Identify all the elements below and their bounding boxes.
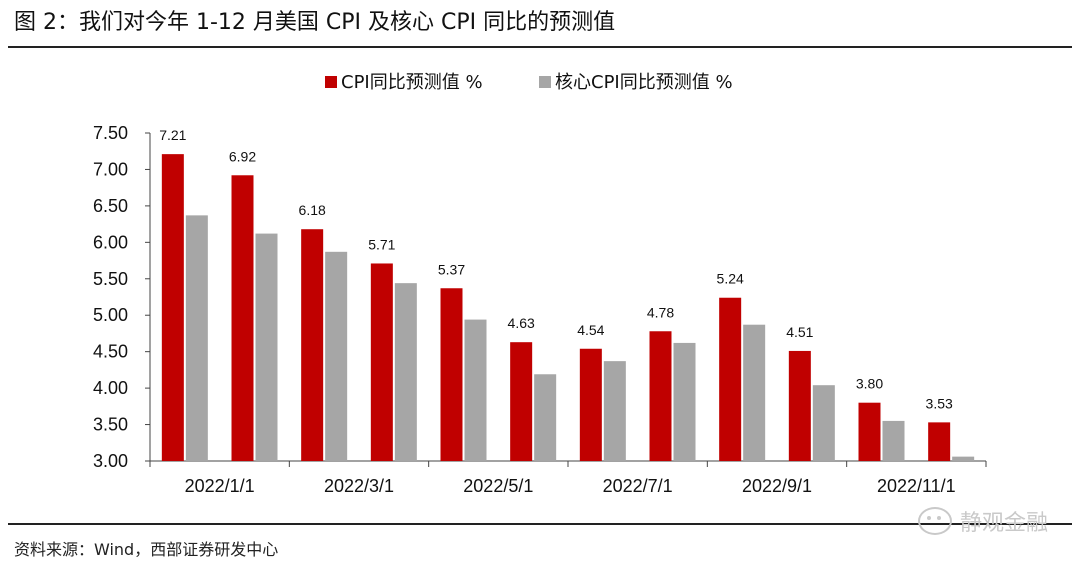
bar-cpi: [231, 175, 254, 461]
bar-core-cpi: [185, 215, 208, 461]
bar-cpi: [510, 342, 533, 461]
bar-core-cpi: [882, 420, 905, 461]
x-tick-label: 2022/3/1: [324, 476, 394, 496]
bar-cpi: [928, 422, 951, 461]
bar-cpi: [858, 402, 881, 461]
bar-cpi: [370, 263, 393, 461]
legend-label-cpi: CPI同比预测值 %: [341, 72, 483, 93]
data-label-cpi: 3.80: [856, 376, 883, 392]
y-tick-label: 4.00: [93, 378, 128, 398]
data-label-cpi: 3.53: [926, 395, 953, 411]
y-tick-label: 5.50: [93, 269, 128, 289]
bar-core-cpi: [673, 342, 696, 461]
x-tick-label: 2022/5/1: [463, 476, 533, 496]
bar-core-cpi: [603, 361, 626, 461]
data-label-cpi: 4.54: [577, 322, 604, 338]
bar-core-cpi: [394, 283, 417, 461]
bar-chart: CPI同比预测值 % 核心CPI同比预测值 % 7.50 7.00 6.50 6.00 5.…: [93, 72, 987, 496]
bar-core-cpi: [255, 233, 278, 461]
y-tick-label: 7.00: [93, 159, 128, 179]
bar-cpi: [161, 154, 184, 462]
bar-cpi: [788, 350, 811, 461]
y-tick-label: 6.00: [93, 232, 128, 252]
x-tick-label: 2022/11/1: [877, 476, 956, 496]
y-tick-label: 3.00: [93, 451, 128, 471]
y-tick-label: 6.50: [93, 196, 128, 216]
bar-cpi: [301, 229, 324, 461]
top-rule: [8, 46, 1072, 48]
bar-cpi: [719, 297, 742, 461]
y-tick-label: 5.00: [93, 305, 128, 325]
data-label-cpi: 4.78: [647, 304, 674, 320]
legend-label-core-cpi: 核心CPI同比预测值 %: [555, 72, 733, 93]
x-tick-label: 2022/1/1: [185, 476, 255, 496]
bar-cpi: [440, 288, 463, 461]
source-note: 资料来源：Wind，西部证券研发中心: [14, 540, 279, 559]
data-label-cpi: 5.71: [368, 236, 395, 252]
wechat-icon: [917, 507, 952, 535]
x-tick-label: 2022/7/1: [603, 476, 673, 496]
bottom-rule: [8, 523, 1072, 525]
data-label-cpi: 5.24: [717, 271, 744, 287]
y-tick-label: 7.50: [93, 123, 128, 143]
x-tick-label: 2022/9/1: [742, 476, 812, 496]
y-tick-label: 4.50: [93, 342, 128, 362]
bar-core-cpi: [325, 251, 348, 461]
data-label-cpi: 4.51: [786, 324, 813, 340]
watermark: 静观金融: [917, 505, 1048, 537]
bar-core-cpi: [952, 456, 975, 461]
watermark-text: 静观金融: [959, 511, 1048, 536]
bar-core-cpi: [743, 324, 766, 461]
data-label-cpi: 7.21: [159, 127, 186, 143]
y-tick-label: 3.50: [93, 415, 128, 435]
data-label-cpi: 6.18: [299, 202, 326, 218]
bar-core-cpi: [534, 374, 557, 461]
bar-cpi: [579, 348, 602, 461]
data-label-cpi: 5.37: [438, 261, 465, 277]
bar-core-cpi: [812, 385, 835, 461]
legend-swatch-core-cpi: [539, 76, 551, 88]
legend-swatch-cpi: [325, 76, 337, 88]
bar-core-cpi: [464, 319, 487, 461]
data-label-cpi: 4.63: [508, 315, 535, 331]
data-label-cpi: 6.92: [229, 148, 256, 164]
figure-title: 图 2：我们对今年 1-12 月美国 CPI 及核心 CPI 同比的预测值: [14, 10, 616, 35]
bar-cpi: [649, 331, 672, 461]
